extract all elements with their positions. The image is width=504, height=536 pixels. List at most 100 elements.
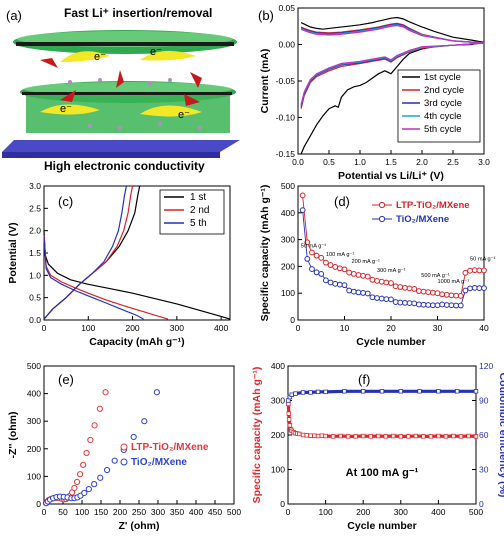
- rate-point: [392, 283, 399, 290]
- rate-point: [346, 287, 353, 294]
- rate-point: [443, 291, 450, 298]
- panel-e-nyquist-chart: 0 50 100 150 200 250 300 350 400 450 500 0 100 200 300…: [7, 361, 241, 532]
- rate-point: [457, 292, 464, 299]
- y-tick-label: -0.10: [276, 113, 296, 123]
- y-tick-label: 3.0: [29, 181, 41, 191]
- x-tick-label: 300: [151, 507, 165, 517]
- rate-point: [434, 290, 441, 297]
- x-tick-label: 300: [394, 507, 408, 517]
- y-tick-label: 200: [271, 430, 285, 440]
- y-axis-title: Current (mA): [259, 49, 271, 114]
- legend-marker: [120, 443, 128, 451]
- legend-marker: [378, 201, 386, 209]
- rate-point: [402, 284, 408, 291]
- cycle-point: [417, 389, 422, 394]
- rate-annotation: 100 mA g⁻¹: [326, 252, 355, 258]
- panel-a-label: (a): [6, 8, 22, 23]
- x-tick-label: 10: [340, 323, 350, 333]
- cycle-point: [300, 432, 306, 438]
- cycle-point: [308, 433, 313, 438]
- x-tick-label: 0.5: [323, 157, 335, 167]
- legend-label: TiO₂/MXene: [396, 214, 449, 225]
- y-tick-label: 100: [281, 288, 295, 298]
- rate-annotation: 1000 mA g⁻¹: [438, 279, 470, 285]
- cycle-point: [300, 390, 306, 395]
- y-tick-label: 0.5: [29, 293, 41, 303]
- y-tick-label: 0: [36, 499, 41, 509]
- cycle-point: [293, 391, 298, 396]
- y-tick-label: -0.15: [276, 149, 296, 159]
- y-tick-label: -0.05: [276, 76, 296, 86]
- y-tick-label: 200: [27, 444, 41, 454]
- rate-point: [471, 284, 478, 291]
- x-tick-label: 0.0: [292, 157, 304, 167]
- rate-point: [336, 281, 343, 288]
- rate-point: [350, 288, 357, 295]
- x-tick-label: 400: [189, 507, 203, 517]
- gcd-curve-2-1: [43, 235, 169, 320]
- cycle-point: [323, 433, 328, 439]
- x-tick-label: 200: [125, 323, 139, 333]
- cycle-point: [353, 434, 358, 439]
- x-tick-label: 250: [132, 507, 146, 517]
- cv-curve-5: [300, 24, 485, 105]
- x-tick-label: 150: [94, 507, 108, 517]
- y-tick-label: 0: [280, 499, 285, 509]
- rate-point: [439, 301, 446, 308]
- legend-label: 1 st: [190, 192, 206, 203]
- cycle-point: [391, 433, 396, 439]
- y-tick-label: 1.0: [29, 270, 41, 280]
- x-tick-label: 300: [170, 323, 184, 333]
- rate-point: [448, 292, 455, 299]
- rate-point: [481, 267, 487, 274]
- cycle-point: [315, 389, 321, 395]
- rate-point: [369, 276, 376, 283]
- ion-arrow: [40, 58, 58, 68]
- gcd-curve-3-2: [43, 185, 127, 320]
- eis-point: [141, 418, 148, 425]
- li-ion-particles: [68, 78, 202, 130]
- y-tick-label: 300: [27, 416, 41, 426]
- eis-point: [153, 389, 160, 396]
- rate-point: [360, 290, 367, 296]
- y-tick-label: 400: [281, 208, 295, 218]
- cycle-point: [473, 389, 479, 394]
- y-axis-title: Specific capacity (mAh g⁻¹): [251, 367, 263, 504]
- cycle-point: [473, 434, 479, 439]
- cycle-point: [315, 433, 321, 439]
- rate-point: [313, 269, 320, 276]
- x-tick-label: 50: [58, 507, 68, 517]
- cycle-point: [413, 433, 419, 439]
- x-tick-label: 500: [227, 507, 241, 517]
- rate-point: [341, 282, 348, 289]
- cycle-point: [443, 434, 449, 439]
- y-tick-label: 2.0: [29, 226, 41, 236]
- rate-point: [457, 302, 464, 309]
- eis-point: [102, 389, 109, 396]
- rate-point: [327, 262, 334, 268]
- legend-marker: [378, 215, 386, 223]
- y-tick-label: 0.00: [278, 40, 295, 50]
- y-right-tick-label: 120: [479, 361, 493, 371]
- rate-point: [462, 269, 469, 276]
- rate-point: [323, 277, 329, 284]
- ion-arrow: [190, 72, 202, 88]
- middle-sheet-edge: [22, 92, 232, 95]
- top-sheet-edge: [16, 42, 234, 46]
- substrate-edge: [2, 152, 220, 158]
- cycle-point: [376, 433, 381, 439]
- legend-label: 1st cycle: [424, 72, 461, 83]
- rate-point: [350, 271, 357, 277]
- electron-band: [140, 105, 202, 117]
- cycle-point: [319, 433, 325, 438]
- panel-a-schematic: (a) Fast Li⁺ insertion/removal: [2, 6, 240, 173]
- panel-label: (b): [258, 8, 274, 23]
- rate-point: [453, 292, 460, 299]
- rate-point: [323, 259, 329, 266]
- eis-point: [81, 489, 88, 497]
- rate-point: [443, 302, 450, 308]
- rate-annotation: 50 mA g⁻¹: [301, 244, 326, 250]
- cycle-point: [436, 389, 441, 394]
- rate-annotation: 50 mA g⁻¹: [470, 257, 495, 263]
